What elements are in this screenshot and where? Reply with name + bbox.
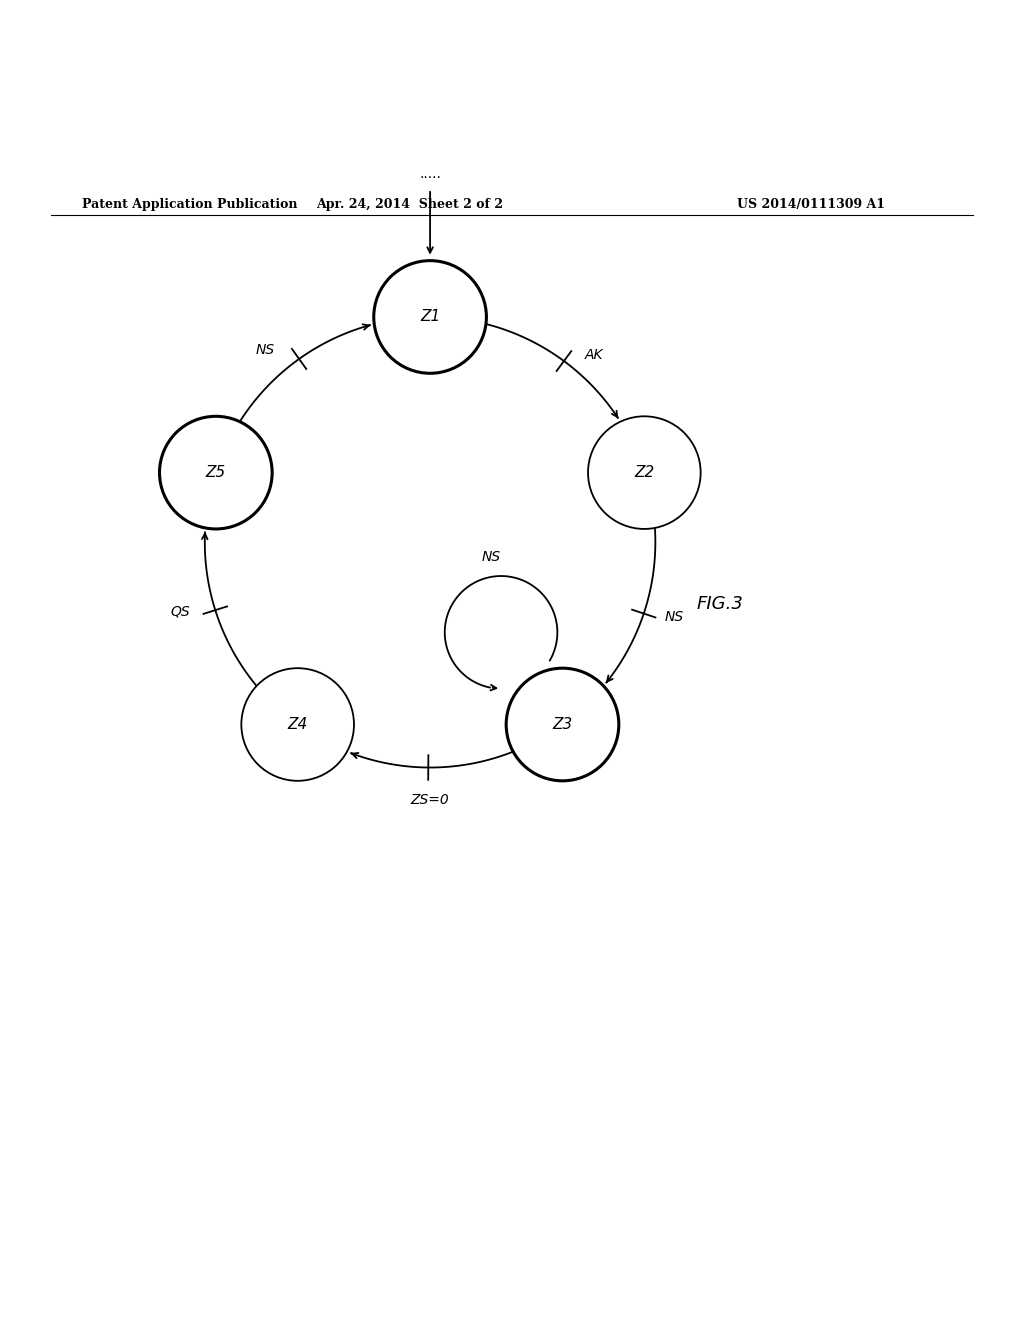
- Text: Z5: Z5: [206, 465, 226, 480]
- Text: US 2014/0111309 A1: US 2014/0111309 A1: [737, 198, 886, 211]
- Circle shape: [160, 416, 272, 529]
- Text: Apr. 24, 2014  Sheet 2 of 2: Apr. 24, 2014 Sheet 2 of 2: [316, 198, 503, 211]
- Text: Patent Application Publication: Patent Application Publication: [82, 198, 297, 211]
- Circle shape: [506, 668, 618, 781]
- Text: Z4: Z4: [288, 717, 308, 733]
- Text: Z3: Z3: [552, 717, 572, 733]
- Circle shape: [588, 416, 700, 529]
- Text: FIG.3: FIG.3: [696, 595, 743, 612]
- Circle shape: [374, 260, 486, 374]
- Text: NS: NS: [665, 610, 684, 624]
- Text: NS: NS: [481, 549, 501, 564]
- Text: NS: NS: [256, 343, 275, 356]
- Circle shape: [242, 668, 354, 781]
- Text: AK: AK: [585, 348, 604, 362]
- Text: ZS=0: ZS=0: [411, 793, 450, 807]
- Text: .....: .....: [419, 166, 441, 181]
- Text: QS: QS: [171, 605, 190, 619]
- Text: Z2: Z2: [634, 465, 654, 480]
- Text: Z1: Z1: [420, 309, 440, 325]
